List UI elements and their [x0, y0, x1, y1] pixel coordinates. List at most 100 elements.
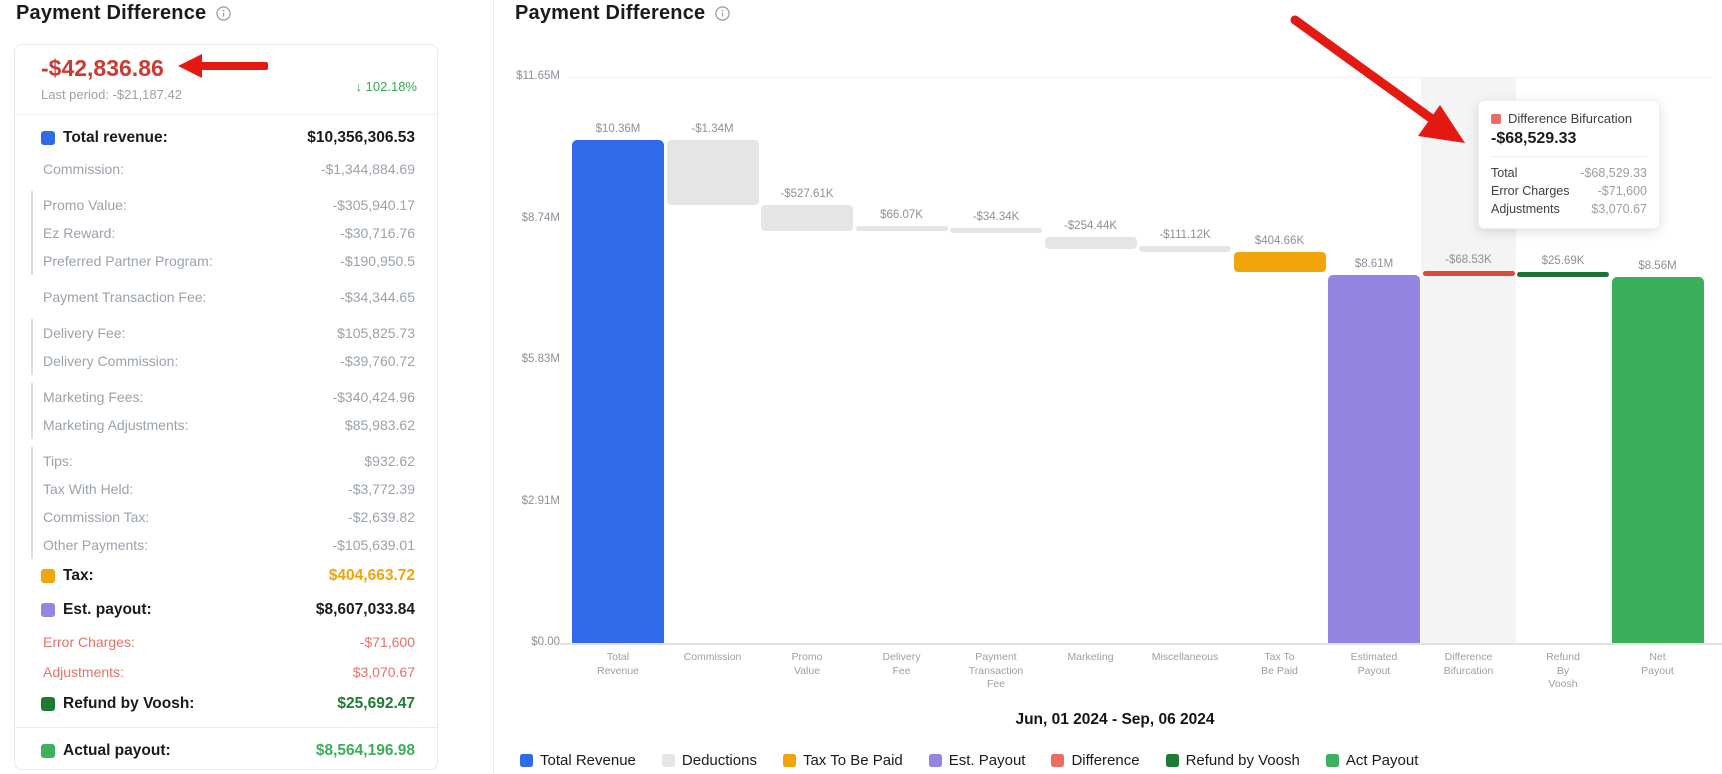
row-label: Tax: [41, 567, 94, 585]
row-value: -$39,760.72 [340, 353, 415, 370]
summary-header: -$42,836.86 ↓ 102.18% Last period: -$21,… [15, 45, 437, 116]
legend-item-act-payout[interactable]: Act Payout [1325, 752, 1419, 769]
legend-item-deductions[interactable]: Deductions [661, 752, 757, 769]
date-range-label: Jun, 01 2024 - Sep, 06 2024 [1015, 711, 1215, 728]
bar-value-label: $66.07K [880, 208, 923, 221]
x-axis-label-tax-to-be-paid: Tax To Be Paid [1261, 651, 1298, 677]
list-item-marketing-adjustments-: Marketing Adjustments: $85,983.62 [31, 411, 415, 440]
row-label: Other Payments: [43, 537, 148, 553]
row-label-text: Preferred Partner Program: [43, 253, 213, 270]
row-label-text: Payment Transaction Fee: [43, 289, 207, 306]
row-label: Tips: [43, 453, 73, 469]
last-period-value: Last period: -$21,187.42 [41, 87, 182, 103]
y-axis-tick: $5.83M [521, 353, 560, 365]
breakdown-list: Total revenue: $10,356,306.53 Commission: -… [15, 115, 437, 769]
row-label: Delivery Fee: [43, 325, 125, 341]
row-label-text: Refund by Voosh: [63, 695, 195, 713]
x-axis-label-difference-bifurcation: Difference Bifurcation [1443, 651, 1494, 677]
legend-item-refund-by-voosh[interactable]: Refund by Voosh [1165, 752, 1300, 769]
x-axis-label-commission: Commission [683, 651, 742, 663]
row-label-text: Commission Tax: [43, 509, 150, 526]
bar-commission[interactable] [666, 139, 759, 205]
list-item-ez-reward-: Ez Reward: -$30,716.76 [31, 219, 415, 248]
tooltip-row-value: -$68,529.33 [1580, 166, 1647, 180]
x-axis-label-promo-value: Promo Value [791, 651, 823, 677]
row-value: $8,564,196.98 [315, 742, 415, 760]
bar-refund-by-voosh[interactable] [1517, 271, 1609, 278]
page-title: Payment Difference [16, 2, 207, 24]
row-label-text: Ez Reward: [43, 225, 116, 242]
legend-swatch [661, 754, 675, 767]
left-panel-header: Payment Difference [16, 2, 232, 25]
row-value: -$105,639.01 [332, 537, 415, 554]
bar-delivery-fee[interactable] [855, 225, 948, 231]
list-item-preferred-partner-program-: Preferred Partner Program: -$190,950.5 [31, 247, 415, 276]
row-label-text: Tax: [63, 567, 94, 585]
category-swatch [41, 744, 55, 759]
legend-swatch [520, 754, 533, 767]
x-axis-label-marketing: Marketing [1067, 651, 1114, 663]
row-label: Commission Tax: [43, 509, 149, 525]
bar-promo-value[interactable] [761, 204, 853, 231]
row-label-text: Total revenue: [63, 129, 168, 147]
tooltip-row-label: Total [1491, 166, 1518, 180]
row-label: Ez Reward: [43, 225, 115, 241]
legend-label: Refund by Voosh [1185, 752, 1300, 769]
row-label: Actual payout: [41, 742, 171, 760]
legend-swatch [1051, 754, 1065, 767]
x-axis-label-payment-transaction-fee: Payment Transaction Fee [968, 651, 1024, 691]
legend-item-total-revenue[interactable]: Total Revenue [520, 752, 636, 769]
tooltip-value: -$68,529.33 [1491, 130, 1577, 147]
row-value: $404,663.72 [328, 567, 415, 585]
legend-label: Deductions [681, 752, 757, 769]
bar-net-payout[interactable] [1611, 277, 1704, 643]
row-value: $105,825.73 [337, 325, 415, 342]
legend-label: Act Payout [1345, 752, 1419, 769]
bar-value-label: -$527.61K [780, 187, 834, 200]
bar-value-label: $10.36M [595, 122, 641, 135]
tooltip-rows: Total -$68,529.33 Error Charges -$71,600 Adj… [1491, 164, 1647, 218]
category-swatch [41, 603, 55, 618]
row-label-text: Other Payments: [43, 537, 149, 554]
bar-estimated-payout[interactable] [1328, 275, 1420, 643]
list-item-total-revenue-: Total revenue: $10,356,306.53 [41, 121, 415, 155]
row-label: Promo Value: [43, 197, 127, 213]
row-value: -$1,344,884.69 [320, 161, 415, 178]
row-value: $3,070.67 [352, 664, 415, 681]
row-value: -$34,344.65 [340, 289, 415, 306]
row-label: Marketing Adjustments: [43, 417, 189, 433]
tooltip-row-label: Adjustments [1491, 202, 1560, 216]
legend-label: Difference [1071, 752, 1140, 769]
bar-miscellaneous[interactable] [1139, 246, 1231, 252]
legend-item-difference[interactable]: Difference [1051, 752, 1140, 769]
list-item-payment-transaction-fee-: Payment Transaction Fee: -$34,344.65 [43, 283, 415, 311]
row-value: $85,983.62 [344, 417, 415, 434]
tooltip-row-label: Error Charges [1491, 184, 1570, 198]
bar-total-revenue[interactable] [572, 139, 664, 643]
x-axis-label-estimated-payout: Estimated Payout [1350, 651, 1398, 677]
row-value: -$2,639.82 [348, 509, 415, 526]
row-label: Delivery Commission: [43, 353, 178, 369]
tooltip-series: Difference Bifurcation [1491, 111, 1647, 126]
legend-item-est-payout[interactable]: Est. Payout [928, 752, 1025, 769]
list-item-tax-with-held-: Tax With Held: -$3,772.39 [31, 475, 415, 504]
bar-payment-transaction-fee[interactable] [950, 227, 1042, 233]
bar-value-label: $8.61M [1354, 258, 1394, 271]
bar-value-label: -$111.12K [1159, 229, 1211, 242]
chart-tooltip: Difference Bifurcation -$68,529.33 Total… [1478, 100, 1660, 229]
info-icon[interactable] [216, 6, 232, 21]
bar-difference-bifurcation[interactable] [1422, 270, 1515, 277]
bar-marketing[interactable] [1044, 236, 1137, 250]
list-item-promo-value-: Promo Value: -$305,940.17 [31, 191, 415, 220]
row-label-text: Adjustments: [43, 664, 124, 681]
difference-legend-swatch [1491, 113, 1501, 124]
bar-tax-to-be-paid[interactable] [1233, 252, 1326, 273]
row-label: Est. payout: [41, 601, 152, 619]
row-value: -$71,600 [359, 634, 415, 651]
bar-value-label: -$34.34K [972, 210, 1020, 223]
tooltip-row-error-charges: Error Charges -$71,600 [1491, 182, 1647, 200]
legend-item-tax-to-be-paid[interactable]: Tax To Be Paid [782, 752, 903, 769]
category-swatch [41, 569, 55, 584]
info-icon[interactable] [715, 6, 731, 21]
list-item-refund-by-voosh-: Refund by Voosh: $25,692.47 [41, 687, 415, 721]
